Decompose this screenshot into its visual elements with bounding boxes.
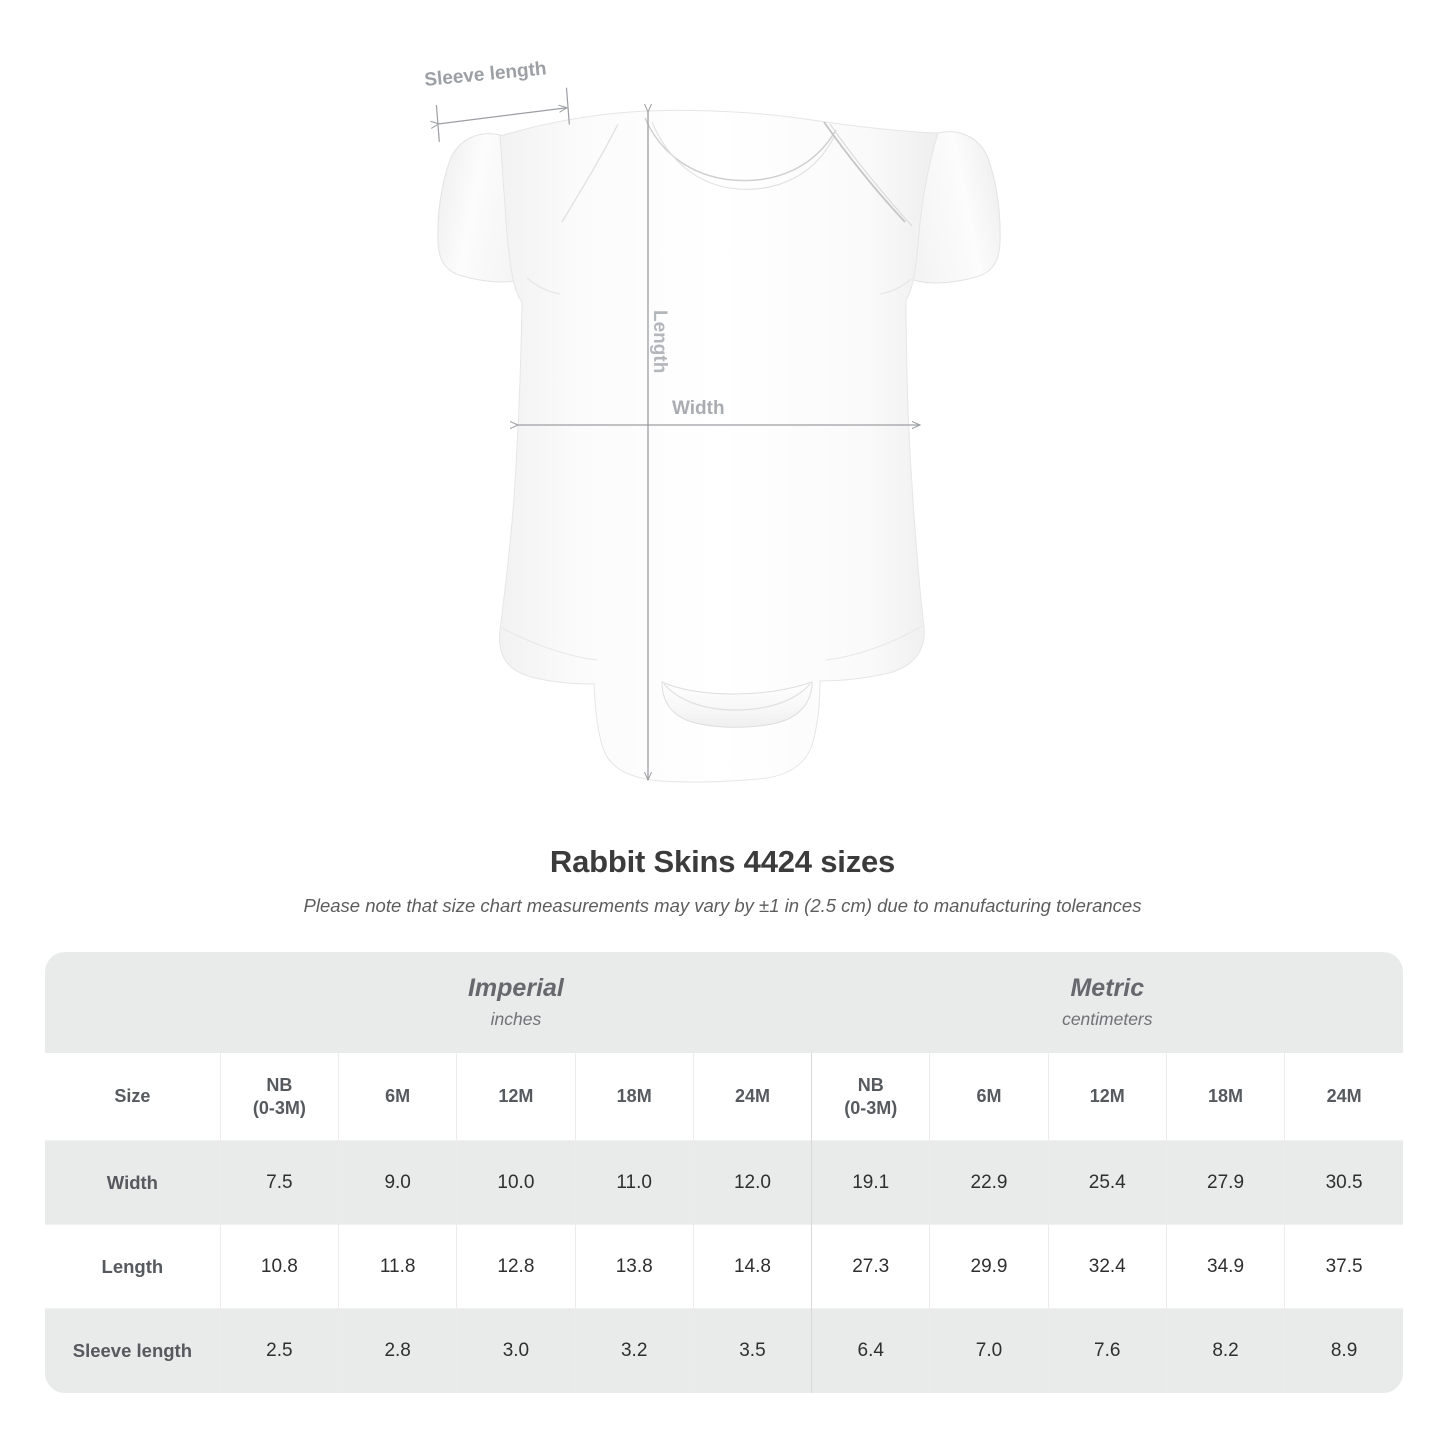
snap-flap-seam bbox=[663, 683, 811, 711]
cell-width-18m-cm: 27.9 bbox=[1165, 1140, 1285, 1225]
cell-width-6m-in: 9.0 bbox=[338, 1140, 457, 1225]
cell-sleeve-nb-in: 2.5 bbox=[219, 1308, 339, 1393]
left-shoulder-seam bbox=[561, 123, 619, 223]
title-block: Rabbit Skins 4424 sizes Please note that… bbox=[0, 843, 1445, 917]
left-hem-fold bbox=[501, 627, 599, 661]
unit-group-metric-name: Metric bbox=[1070, 974, 1145, 1002]
cell-sleeve-6m-in: 2.8 bbox=[338, 1308, 457, 1393]
row-label-length: Length bbox=[45, 1224, 221, 1309]
unit-group-metric-sub: centimeters bbox=[1062, 1008, 1153, 1029]
cell-length-6m-cm: 29.9 bbox=[929, 1224, 1049, 1309]
cell-width-nb-in: 7.5 bbox=[219, 1140, 339, 1225]
measurement-guides bbox=[436, 87, 920, 780]
table-row: Length 10.8 11.8 12.8 13.8 14.8 27.3 29.… bbox=[45, 1224, 1403, 1309]
cell-width-18m-in: 11.0 bbox=[574, 1140, 694, 1225]
right-shoulder-seam bbox=[823, 121, 906, 223]
row-label-sleeve-length: Sleeve length bbox=[45, 1308, 221, 1393]
cell-length-24m-in: 14.8 bbox=[692, 1224, 812, 1309]
cell-sleeve-6m-cm: 7.0 bbox=[929, 1308, 1049, 1393]
cell-sleeve-24m-in: 3.5 bbox=[692, 1308, 812, 1393]
header-size-label: Size bbox=[45, 1052, 221, 1141]
right-hem-fold bbox=[825, 625, 923, 661]
garment-figure: Sleeve length Length Width bbox=[423, 58, 1001, 783]
bodysuit-illustration: Sleeve length Length Width bbox=[423, 58, 1001, 783]
size-chart-table-container: Imperial inches Metric centimeters Size … bbox=[45, 952, 1403, 1393]
cell-length-24m-cm: 37.5 bbox=[1284, 1224, 1403, 1309]
cell-length-12m-cm: 32.4 bbox=[1047, 1224, 1167, 1309]
unit-group-imperial: Imperial inches bbox=[220, 952, 812, 1053]
header-size-12m-metric: 12M bbox=[1047, 1052, 1167, 1141]
cell-width-24m-in: 12.0 bbox=[692, 1140, 812, 1225]
unit-group-imperial-sub: inches bbox=[490, 1008, 542, 1029]
sleeve-length-label: Sleeve length bbox=[423, 58, 547, 91]
left-armhole-seam bbox=[526, 277, 561, 295]
cell-sleeve-12m-cm: 7.6 bbox=[1047, 1308, 1167, 1393]
header-size-18m-imperial: 18M bbox=[574, 1052, 694, 1141]
header-size-24m-metric: 24M bbox=[1284, 1052, 1403, 1141]
table-row: Sleeve length 2.5 2.8 3.0 3.2 3.5 6.4 7.… bbox=[45, 1308, 1403, 1393]
tolerance-note: Please note that size chart measurements… bbox=[303, 895, 1142, 917]
header-size-line2: (0-3M) bbox=[252, 1097, 306, 1118]
sleeve-measure-line bbox=[438, 108, 567, 124]
cell-length-18m-cm: 34.9 bbox=[1165, 1224, 1285, 1309]
cell-sleeve-12m-in: 3.0 bbox=[456, 1308, 576, 1393]
header-size-line2: (0-3M) bbox=[844, 1097, 898, 1118]
right-armhole-seam bbox=[879, 278, 912, 295]
cell-length-12m-in: 12.8 bbox=[456, 1224, 576, 1309]
unit-group-metric: Metric centimeters bbox=[811, 952, 1403, 1053]
table-row: Width 7.5 9.0 10.0 11.0 12.0 19.1 22.9 2… bbox=[45, 1140, 1403, 1225]
size-header-row: Size NB (0-3M) 6M 12M 18M 24M NB (0-3M) … bbox=[45, 1052, 1403, 1141]
header-size-24m-imperial: 24M bbox=[692, 1052, 812, 1141]
cell-sleeve-24m-cm: 8.9 bbox=[1284, 1308, 1403, 1393]
right-shoulder-seam-2 bbox=[829, 123, 913, 227]
sleeve-measure-group bbox=[436, 87, 570, 142]
cell-sleeve-18m-cm: 8.2 bbox=[1165, 1308, 1285, 1393]
page-title: Rabbit Skins 4424 sizes bbox=[549, 844, 896, 879]
cell-length-nb-cm: 27.3 bbox=[811, 1224, 930, 1309]
collar-outer bbox=[644, 117, 837, 182]
width-label: Width bbox=[672, 398, 725, 419]
sleeve-tick-right bbox=[565, 87, 570, 125]
cell-width-12m-in: 10.0 bbox=[456, 1140, 576, 1225]
length-label: Length bbox=[649, 310, 670, 373]
bodysuit-torso bbox=[498, 109, 939, 783]
row-label-width: Width bbox=[45, 1140, 221, 1225]
unit-group-imperial-name: Imperial bbox=[467, 974, 564, 1002]
header-size-nb-imperial: NB (0-3M) bbox=[219, 1052, 339, 1141]
header-size-6m-imperial: 6M bbox=[338, 1052, 457, 1141]
unit-banner-spacer bbox=[45, 952, 221, 1053]
header-size-6m-metric: 6M bbox=[929, 1052, 1049, 1141]
header-size-nb-metric: NB (0-3M) bbox=[811, 1052, 930, 1141]
cell-width-6m-cm: 22.9 bbox=[929, 1140, 1049, 1225]
cell-sleeve-nb-cm: 6.4 bbox=[811, 1308, 930, 1393]
garment-artwork bbox=[437, 109, 1001, 783]
cell-length-nb-in: 10.8 bbox=[219, 1224, 339, 1309]
snap-flap bbox=[661, 681, 813, 728]
header-size-line1: NB bbox=[857, 1074, 884, 1095]
header-size-12m-imperial: 12M bbox=[456, 1052, 576, 1141]
cell-sleeve-18m-in: 3.2 bbox=[574, 1308, 694, 1393]
cell-length-18m-in: 13.8 bbox=[574, 1224, 694, 1309]
header-size-line1: NB bbox=[266, 1074, 293, 1095]
cell-width-24m-cm: 30.5 bbox=[1284, 1140, 1403, 1225]
header-size-18m-metric: 18M bbox=[1165, 1052, 1285, 1141]
size-chart-table: Imperial inches Metric centimeters Size … bbox=[45, 952, 1403, 1393]
cell-width-nb-cm: 19.1 bbox=[811, 1140, 930, 1225]
cell-width-12m-cm: 25.4 bbox=[1047, 1140, 1167, 1225]
collar-inner bbox=[651, 121, 835, 190]
unit-banner-row: Imperial inches Metric centimeters bbox=[45, 952, 1403, 1053]
cell-length-6m-in: 11.8 bbox=[338, 1224, 457, 1309]
